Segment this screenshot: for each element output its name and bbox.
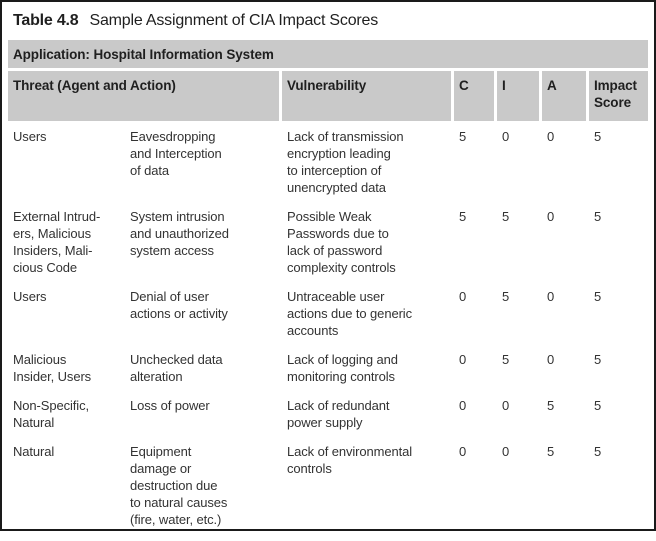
table-row: Natural Equipment damage or destruction … — [8, 443, 648, 528]
confidentiality-score: 5 — [459, 129, 467, 144]
confidentiality-score: 0 — [459, 444, 467, 459]
impact-score: 5 — [594, 352, 602, 367]
integrity-score: 0 — [502, 129, 510, 144]
threat-cell: Natural Equipment damage or destruction … — [8, 443, 279, 528]
vulnerability-cell: Lack of transmission encryption leading … — [287, 129, 404, 195]
confidentiality-score: 5 — [459, 209, 467, 224]
availability-score: 0 — [547, 129, 555, 144]
confidentiality-score: 0 — [459, 398, 467, 413]
threat-cell: Malicious Insider, Users Unchecked data … — [8, 351, 279, 385]
impact-score: 5 — [594, 444, 602, 459]
vulnerability-cell: Untraceable user actions due to generic … — [287, 289, 412, 338]
header-integrity: I — [497, 71, 539, 121]
availability-score: 0 — [547, 289, 555, 304]
integrity-score: 5 — [502, 289, 510, 304]
application-band: Application: Hospital Information System — [8, 40, 648, 68]
header-confidentiality: C — [454, 71, 494, 121]
header-threat: Threat (Agent and Action) — [8, 71, 279, 121]
table-row: Users Eavesdropping and Interception of … — [8, 128, 648, 196]
integrity-score: 5 — [502, 209, 510, 224]
threat-action: Denial of user actions or activity — [130, 289, 228, 321]
table-header-row: Threat (Agent and Action) Vulnerability … — [8, 71, 648, 121]
table-row: Non-Specific, Natural Loss of power Lack… — [8, 397, 648, 431]
header-impact-score: Impact Score — [589, 71, 648, 121]
table-row: External Intrud- ers, Malicious Insiders… — [8, 208, 648, 276]
threat-agent: Users — [13, 289, 47, 304]
availability-score: 5 — [547, 444, 555, 459]
threat-agent: External Intrud- ers, Malicious Insiders… — [13, 209, 101, 275]
availability-score: 0 — [547, 352, 555, 367]
availability-score: 0 — [547, 209, 555, 224]
table-row: Malicious Insider, Users Unchecked data … — [8, 351, 648, 385]
impact-score: 5 — [594, 398, 602, 413]
threat-agent: Malicious Insider, Users — [13, 352, 92, 384]
threat-agent: Users — [13, 129, 47, 144]
vulnerability-cell: Lack of redundant power supply — [287, 398, 390, 430]
vulnerability-cell: Lack of logging and monitoring controls — [287, 352, 398, 384]
impact-score: 5 — [594, 209, 602, 224]
confidentiality-score: 0 — [459, 352, 467, 367]
threat-agent: Natural — [13, 444, 55, 459]
confidentiality-score: 0 — [459, 289, 467, 304]
threat-agent: Non-Specific, Natural — [13, 398, 90, 430]
threat-cell: Users Denial of user actions or activity — [8, 288, 279, 339]
header-vulnerability: Vulnerability — [282, 71, 451, 121]
header-availability: A — [542, 71, 586, 121]
integrity-score: 5 — [502, 352, 510, 367]
integrity-score: 0 — [502, 398, 510, 413]
threat-action: Unchecked data alteration — [130, 352, 223, 384]
threat-action: Loss of power — [130, 398, 210, 413]
threat-action: System intrusion and unauthorized system… — [130, 209, 229, 258]
table-row: Users Denial of user actions or activity… — [8, 288, 648, 339]
vulnerability-cell: Possible Weak Passwords due to lack of p… — [287, 209, 396, 275]
table-title: Sample Assignment of CIA Impact Scores — [89, 12, 379, 29]
impact-score: 5 — [594, 129, 602, 144]
threat-action: Eavesdropping and Interception of data — [130, 129, 222, 178]
availability-score: 5 — [547, 398, 555, 413]
impact-score: 5 — [594, 289, 602, 304]
threat-cell: Non-Specific, Natural Loss of power — [8, 397, 279, 431]
table-caption: Table 4.8 Sample Assignment of CIA Impac… — [8, 2, 648, 40]
integrity-score: 0 — [502, 444, 510, 459]
threat-action: Equipment damage or destruction due to n… — [130, 444, 228, 527]
threat-cell: External Intrud- ers, Malicious Insiders… — [8, 208, 279, 276]
table-number: Table 4.8 — [13, 12, 79, 29]
table-body: Users Eavesdropping and Interception of … — [8, 128, 648, 528]
threat-cell: Users Eavesdropping and Interception of … — [8, 128, 279, 196]
vulnerability-cell: Lack of environmental controls — [287, 444, 413, 476]
